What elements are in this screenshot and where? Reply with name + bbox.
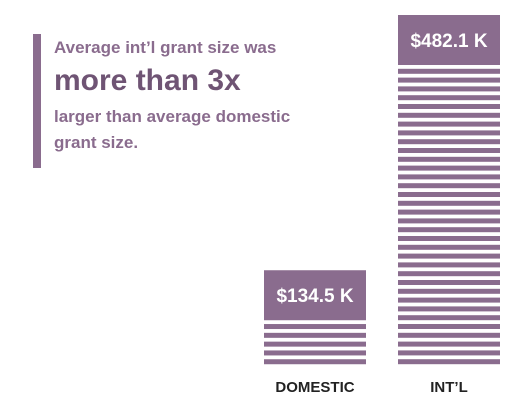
bar-stripe	[398, 218, 500, 224]
callout-text: Average int’l grant size was more than 3…	[54, 36, 324, 156]
bar-stripe	[264, 350, 366, 356]
bar-value-label: $134.5 K	[276, 286, 353, 307]
bar-stripe	[398, 130, 500, 136]
bar-stripe	[398, 209, 500, 215]
callout-line-1: Average int’l grant size was	[54, 38, 277, 57]
bar-stripe	[398, 77, 500, 83]
bar-stripe	[398, 288, 500, 294]
bar-stripe	[398, 262, 500, 268]
bar-stripe	[398, 112, 500, 118]
bar-stripe	[398, 104, 500, 109]
bar-stripe	[398, 244, 500, 250]
bar-stripe	[398, 253, 500, 259]
callout-accent-bar	[33, 34, 41, 168]
bar-domestic: $134.5 K DOMESTIC	[264, 270, 366, 396]
bar-stripe	[398, 324, 500, 329]
bar-stripe	[398, 297, 500, 303]
bar-stripe	[398, 156, 500, 162]
bar-stripe	[398, 200, 500, 206]
callout-line-3: larger than average domestic grant size.	[54, 107, 291, 152]
category-label: INT’L	[430, 379, 468, 396]
bar-stripe	[264, 332, 366, 338]
callout-headline: more than 3x	[54, 64, 241, 97]
bar-stripe	[398, 350, 500, 356]
bar-stripe	[398, 227, 500, 233]
bar-stripe	[398, 68, 500, 74]
bar-stripe	[398, 271, 500, 277]
bar-stripe	[398, 139, 500, 145]
bar-value-label: $482.1 K	[410, 31, 487, 52]
bar-stripe	[398, 95, 500, 101]
bar-stripe	[264, 359, 366, 365]
bar-stripe	[398, 192, 500, 197]
bar-intl: $482.1 K INT’L	[398, 15, 500, 396]
bar-stripe	[398, 174, 500, 180]
bar-stripe	[398, 183, 500, 189]
bar-stripe	[398, 86, 500, 92]
bar-stripe	[398, 165, 500, 171]
bar-stripe	[264, 341, 366, 347]
bar-stripe	[398, 148, 500, 153]
bar-header	[398, 15, 500, 65]
bar-stripe	[398, 315, 500, 321]
bar-stripe	[398, 280, 500, 285]
bar-stripe	[398, 341, 500, 347]
category-label: DOMESTIC	[275, 379, 354, 396]
bar-stripe	[264, 324, 366, 330]
bar-stripe	[398, 121, 500, 127]
bar-stripe	[398, 359, 500, 365]
bar-header	[264, 270, 366, 321]
bar-stripe	[398, 236, 500, 241]
bar-stripe	[398, 332, 500, 338]
bar-stripe	[398, 306, 500, 312]
